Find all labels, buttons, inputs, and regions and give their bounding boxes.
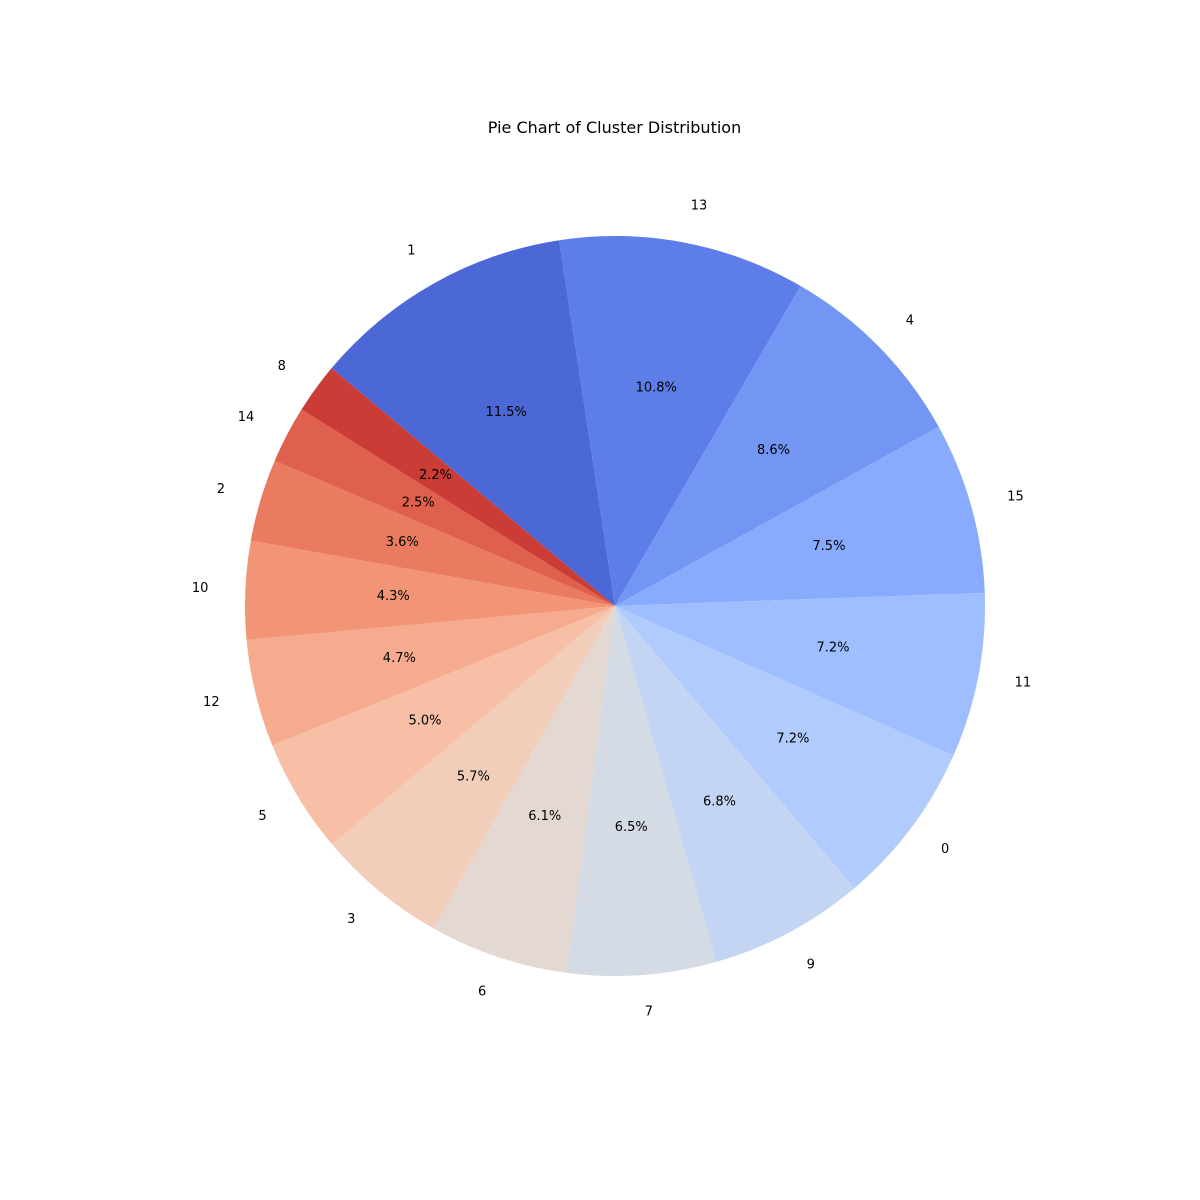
pie-pct-label-1: 11.5% xyxy=(486,405,527,420)
pie-category-label-12: 12 xyxy=(203,695,220,710)
pie-slice-3 xyxy=(332,606,615,929)
pie-pct-label-5: 5.0% xyxy=(408,713,441,728)
pie-slice-9 xyxy=(615,606,855,962)
pie-category-label-13: 13 xyxy=(691,199,708,214)
pie-category-label-15: 15 xyxy=(1007,490,1024,505)
pie-pct-label-15: 7.5% xyxy=(812,539,845,554)
pie-pct-label-10: 4.3% xyxy=(377,589,410,604)
pie-pct-label-8: 2.2% xyxy=(419,468,452,483)
pie-pct-label-4: 8.6% xyxy=(757,443,790,458)
pie-category-label-3: 3 xyxy=(347,912,355,927)
pie-category-label-14: 14 xyxy=(238,410,255,425)
pie-category-label-1: 1 xyxy=(407,244,415,259)
pie-category-label-10: 10 xyxy=(192,581,209,596)
pie-pct-label-11: 7.2% xyxy=(816,640,849,655)
pie-slice-14 xyxy=(274,409,615,606)
pie-pct-label-3: 5.7% xyxy=(457,769,490,784)
pie-slice-0 xyxy=(615,606,954,889)
pie-pct-label-0: 7.2% xyxy=(776,731,809,746)
pie-category-label-8: 8 xyxy=(278,359,286,374)
pie-category-label-11: 11 xyxy=(1015,675,1032,690)
pie-slice-8 xyxy=(301,368,615,606)
pie-pct-label-14: 2.5% xyxy=(402,496,435,511)
pie-category-label-5: 5 xyxy=(258,809,266,824)
pie-slice-1 xyxy=(331,240,615,607)
pie-pct-label-9: 6.8% xyxy=(703,794,736,809)
pie-category-label-2: 2 xyxy=(217,482,225,497)
pie-slice-10 xyxy=(245,540,615,640)
pie-category-label-0: 0 xyxy=(941,842,949,857)
pie-slice-2 xyxy=(250,460,615,606)
pie-category-label-6: 6 xyxy=(478,985,486,1000)
chart-title: Pie Chart of Cluster Distribution xyxy=(487,118,742,137)
pie-slice-7 xyxy=(566,606,717,977)
pie-pct-label-6: 6.1% xyxy=(528,809,561,824)
pie-category-label-4: 4 xyxy=(906,314,914,329)
pie-slice-13 xyxy=(559,235,801,606)
pie-slice-11 xyxy=(615,592,985,756)
pie-category-label-7: 7 xyxy=(645,1004,653,1019)
pie-slice-5 xyxy=(272,606,615,845)
pie-slice-6 xyxy=(433,606,615,973)
pie-slice-4 xyxy=(615,285,939,606)
pie-pct-label-13: 10.8% xyxy=(636,380,677,395)
pie-pct-label-7: 6.5% xyxy=(615,820,648,835)
pie-pct-label-2: 3.6% xyxy=(386,535,419,550)
pie-category-label-9: 9 xyxy=(807,958,815,973)
pie-slice-15 xyxy=(615,426,985,606)
pie-slice-12 xyxy=(246,606,615,746)
pie-pct-label-12: 4.7% xyxy=(383,651,416,666)
